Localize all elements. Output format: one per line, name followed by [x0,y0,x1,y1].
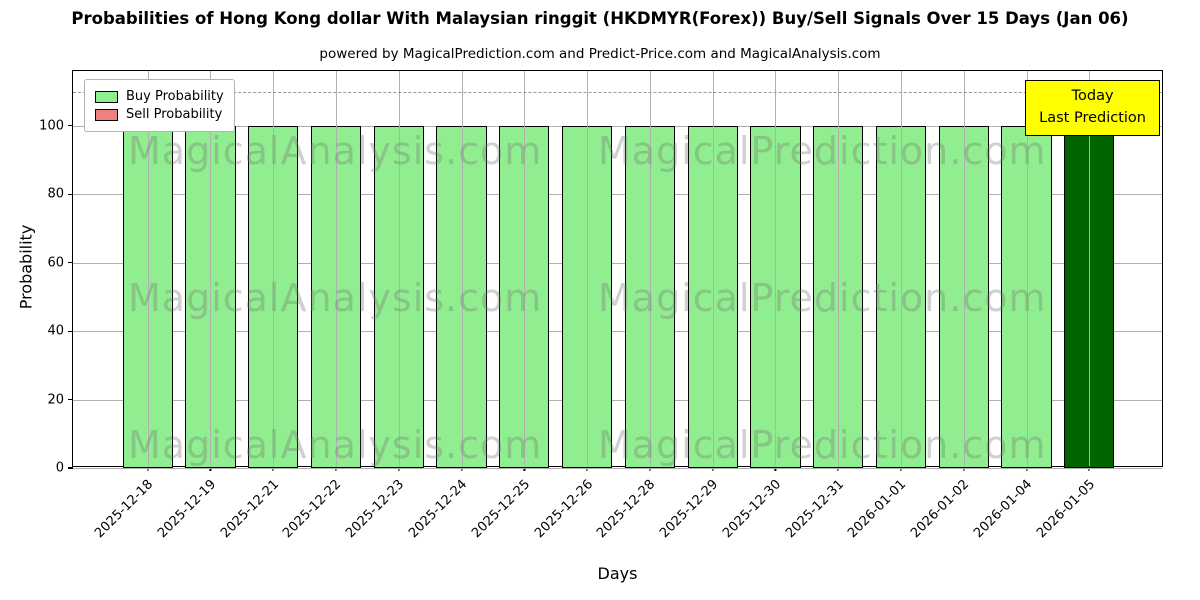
y-tick-mark [68,262,73,264]
v-gridline [587,71,589,466]
v-gridline [1026,71,1028,466]
legend: Buy Probability Sell Probability [84,79,235,132]
today-annotation: Today Last Prediction [1025,80,1160,136]
legend-item-label: Sell Probability [126,107,223,122]
x-tick-label: 2026-01-02 [908,477,973,542]
x-tick-label: 2025-12-24 [406,477,471,542]
h-gridline [73,331,1162,333]
y-tick-label: 100 [39,118,64,134]
buy-probability-bar [624,125,675,468]
y-tick-mark [68,330,73,332]
today-annotation-line2: Last Prediction [1039,109,1146,126]
buy-probability-bar [248,125,299,468]
x-tick-label: 2025-12-31 [782,477,847,542]
buy-probability-bar [687,125,738,468]
buy-probability-bar [1001,125,1052,468]
chart-subtitle: powered by MagicalPrediction.com and Pre… [319,46,881,62]
h-gridline [73,194,1162,196]
y-tick-label: 0 [55,460,64,476]
watermark-text: MagicalAnalysis.com [128,129,543,173]
today-annotation-line1: Today [1071,88,1114,104]
buy-probability-bar [373,125,424,468]
v-gridline [461,71,463,466]
y-tick-mark [68,125,73,127]
y-tick-mark [68,398,73,401]
y-tick-mark [68,467,73,469]
buy-probability-bar [750,125,801,468]
watermark-text: MagicalAnalysis.com [128,423,543,467]
buy-probability-bar [185,125,236,468]
x-tick-label: 2025-12-30 [720,477,785,542]
buy-probability-bar [938,125,989,468]
watermark-text: MagicalPrediction.com [598,129,1047,173]
y-axis-label: Probability [16,224,36,310]
v-gridline [398,71,400,466]
y-tick-label: 80 [47,186,64,202]
buy-probability-bar [436,125,487,468]
legend-item-label: Buy Probability [126,89,224,104]
x-tick-label: 2025-12-23 [343,477,408,542]
y-tick-label: 40 [47,323,64,339]
legend-swatch [95,108,118,121]
chart-title: Probabilities of Hong Kong dollar With M… [71,9,1129,28]
watermark-text: MagicalPrediction.com [598,276,1047,320]
buy-probability-bar [562,125,613,468]
v-gridline [649,71,651,466]
x-tick-label: 2026-01-01 [845,477,910,542]
legend-swatch [95,90,118,103]
plot-area: Buy Probability Sell Probability Today La… [39,70,1163,541]
x-tick-label: 2025-12-26 [531,477,596,542]
x-tick-label: 2025-12-28 [594,477,659,542]
x-tick-label: 2025-12-29 [657,477,722,542]
v-gridline [963,71,965,466]
y-tick-label: 60 [47,255,64,271]
y-tick-label: 20 [47,392,64,408]
v-gridline [524,71,526,466]
dashed-upper-line [73,91,1162,93]
v-gridline [838,71,840,466]
h-gridline [73,125,1162,127]
legend-item: Buy Probability [95,89,224,104]
v-gridline [775,71,777,466]
v-gridline [273,71,275,466]
x-tick-label: 2025-12-22 [280,477,345,542]
x-tick-label: 2025-12-21 [217,477,282,542]
v-gridline [900,71,902,466]
v-gridline [336,71,338,466]
buy-probability-bar [813,125,864,468]
v-gridline [210,71,212,466]
v-gridline [712,71,714,466]
h-gridline [73,468,1162,469]
x-axis-label: Days [597,564,638,583]
x-tick-label: 2025-12-19 [155,477,220,542]
v-gridline [147,71,149,466]
h-gridline [73,399,1162,401]
buy-probability-bar [499,125,550,468]
y-tick-mark [68,193,73,195]
x-tick-label: 2026-01-04 [971,477,1036,542]
x-tick-label: 2025-12-18 [92,477,157,542]
v-gridline [1089,71,1091,466]
watermark-text: MagicalPrediction.com [598,423,1047,467]
buy-probability-bar [875,125,927,468]
x-tick-label: 2025-12-25 [468,477,533,542]
legend-item: Sell Probability [95,107,224,122]
x-tick-label: 2026-01-05 [1033,477,1098,542]
buy-probability-bar [1064,125,1115,468]
watermark-text: MagicalAnalysis.com [128,276,543,320]
buy-probability-bar [310,125,362,468]
h-gridline [73,262,1162,264]
